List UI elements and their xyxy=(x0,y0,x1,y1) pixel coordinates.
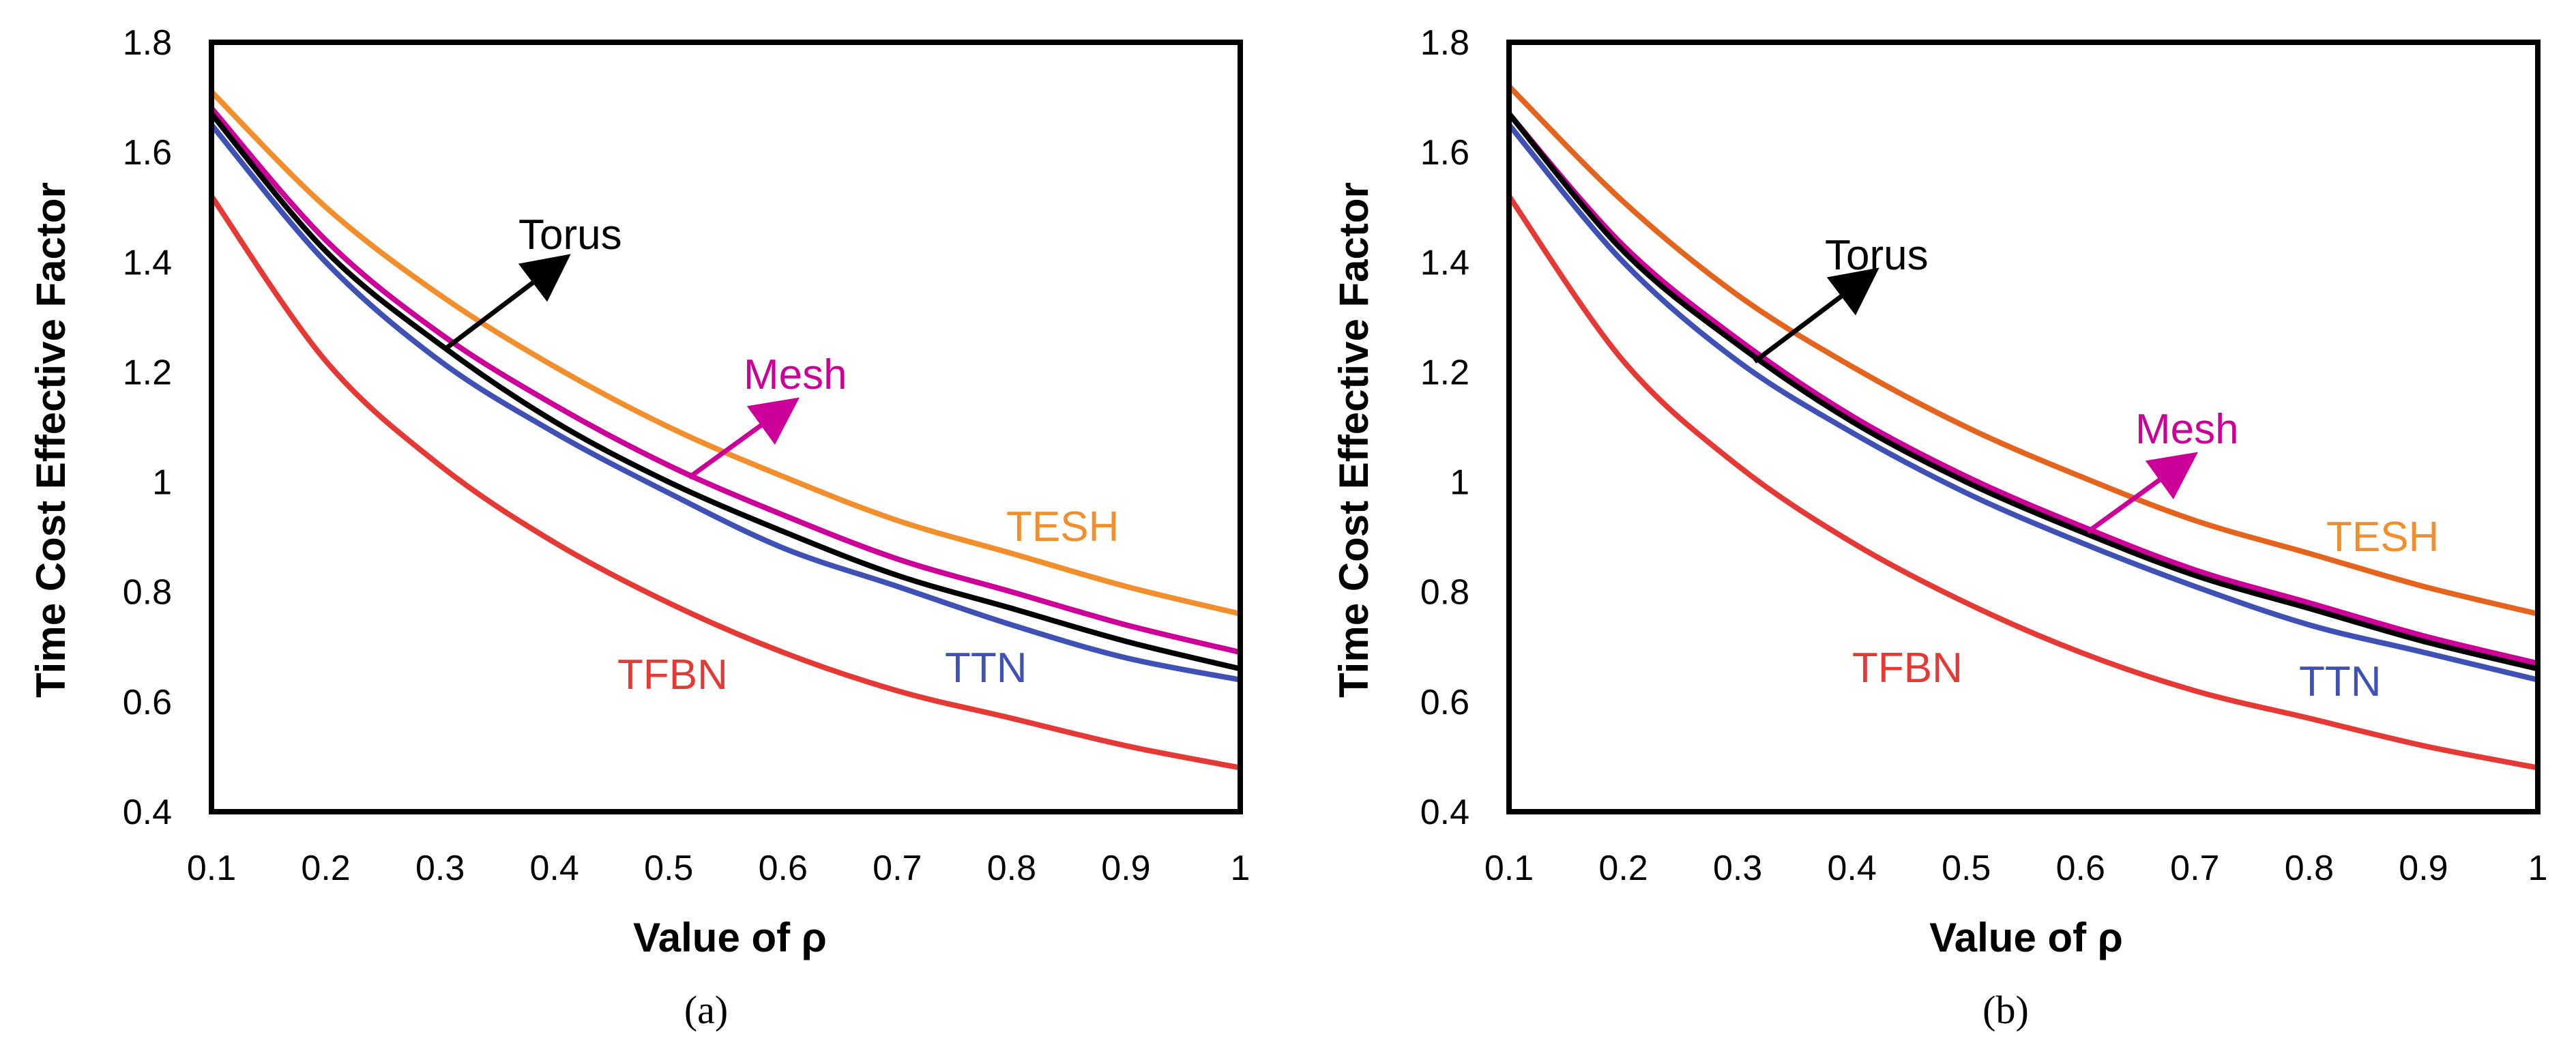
series-lines-a xyxy=(209,89,1243,771)
x-axis-title-a: Value of ρ xyxy=(633,915,827,960)
x-tick-label-b: 0.4 xyxy=(1828,849,1877,888)
x-tick-label-b: 0.1 xyxy=(1484,849,1534,888)
series-line-ttn-a xyxy=(209,121,1243,683)
y-tick-label-b: 1.4 xyxy=(1420,243,1469,282)
label-tesh-b: TESH xyxy=(2326,514,2439,561)
y-axis-title-a: Time Cost Effective Factor xyxy=(28,182,74,698)
x-tick-label-b: 0.7 xyxy=(2170,849,2219,888)
label-tfbn-b: TFBN xyxy=(1852,645,1963,692)
chart-b: Time Cost Effective Factor Value of ρ (b… xyxy=(1331,23,2547,1032)
x-tick-label-a: 0.6 xyxy=(759,849,808,888)
y-tick-label-b: 0.4 xyxy=(1420,793,1469,832)
label-ttn-b: TTN xyxy=(2299,658,2382,705)
x-tick-label-a: 0.1 xyxy=(187,849,236,888)
label-mesh-b: Mesh xyxy=(2135,406,2239,453)
label-torus-a: Torus xyxy=(518,211,622,259)
x-tick-label-a: 0.7 xyxy=(873,849,922,888)
y-ticks-a: 0.4 0.6 0.8 1 1.2 1.4 1.6 1.8 xyxy=(123,23,172,832)
x-tick-label-b: 0.5 xyxy=(1942,849,1991,888)
series-lines-b xyxy=(1506,83,2541,771)
x-ticks-a: 0.1 0.2 0.3 0.4 0.5 0.6 0.7 0.8 0.9 1 xyxy=(187,849,1250,888)
x-tick-label-a: 0.9 xyxy=(1101,849,1150,888)
mesh-arrow-a xyxy=(687,397,800,480)
x-tick-label-b: 0.6 xyxy=(2056,849,2105,888)
y-tick-label-b: 1.6 xyxy=(1420,133,1469,173)
y-tick-label-b: 1 xyxy=(1450,463,1469,503)
series-line-mesh-a xyxy=(209,105,1243,656)
label-mesh-a: Mesh xyxy=(744,351,847,398)
series-line-tfbn-a xyxy=(209,193,1243,771)
x-tick-label-a: 0.5 xyxy=(644,849,693,888)
series-line-mesh-b xyxy=(1506,111,2541,666)
label-torus-b: Torus xyxy=(1825,232,1929,279)
x-tick-label-a: 1 xyxy=(1231,849,1250,888)
series-line-tesh-a xyxy=(209,89,1243,617)
x-ticks-b: 0.1 0.2 0.3 0.4 0.5 0.6 0.7 0.8 0.9 1 xyxy=(1484,849,2548,888)
y-tick-label-a: 1 xyxy=(152,463,172,503)
label-tesh-a: TESH xyxy=(1006,503,1119,550)
y-tick-label-a: 1.2 xyxy=(123,353,172,392)
y-tick-label-b: 0.8 xyxy=(1420,573,1469,613)
plot-frame-b xyxy=(1506,40,2541,814)
x-tick-label-b: 0.3 xyxy=(1713,849,1762,888)
x-tick-label-a: 0.8 xyxy=(987,849,1036,888)
x-tick-label-b: 0.8 xyxy=(2285,849,2334,888)
caption-a: (a) xyxy=(684,988,728,1032)
series-line-ttn-b xyxy=(1506,121,2541,683)
torus-arrow-b xyxy=(1753,267,1879,364)
x-tick-label-b: 0.2 xyxy=(1598,849,1648,888)
y-tick-label-a: 0.6 xyxy=(123,683,172,722)
y-axis-title-b: Time Cost Effective Factor xyxy=(1331,182,1377,698)
y-tick-label-b: 1.8 xyxy=(1420,23,1469,63)
series-line-tfbn-b xyxy=(1506,193,2541,771)
x-tick-label-b: 0.9 xyxy=(2399,849,2448,888)
y-ticks-b: 0.4 0.6 0.8 1 1.2 1.4 1.6 1.8 xyxy=(1420,23,1469,832)
torus-arrow-a xyxy=(443,254,571,351)
caption-b: (b) xyxy=(1982,988,2029,1032)
y-tick-label-b: 1.2 xyxy=(1420,353,1469,392)
series-line-torus-a xyxy=(209,111,1243,672)
x-tick-label-a: 0.4 xyxy=(530,849,579,888)
label-tfbn-a: TFBN xyxy=(617,651,728,698)
x-tick-label-b: 1 xyxy=(2528,849,2548,888)
mesh-arrow-b xyxy=(2085,452,2199,534)
y-tick-label-a: 0.4 xyxy=(123,793,172,832)
y-tick-label-b: 0.6 xyxy=(1420,683,1469,722)
x-tick-label-a: 0.2 xyxy=(301,849,350,888)
y-tick-label-a: 1.4 xyxy=(123,243,172,282)
y-tick-label-a: 1.6 xyxy=(123,133,172,173)
x-tick-label-a: 0.3 xyxy=(415,849,465,888)
x-axis-title-b: Value of ρ xyxy=(1929,915,2123,960)
y-tick-label-a: 1.8 xyxy=(123,23,172,63)
label-ttn-a: TTN xyxy=(945,645,1027,692)
y-tick-label-a: 0.8 xyxy=(123,573,172,613)
series-line-tesh-b xyxy=(1506,83,2541,617)
series-line-torus-b xyxy=(1506,111,2541,672)
chart-a: Time Cost Effective Factor Value of ρ (a… xyxy=(28,23,1250,1032)
plot-frame-a xyxy=(209,40,1243,814)
